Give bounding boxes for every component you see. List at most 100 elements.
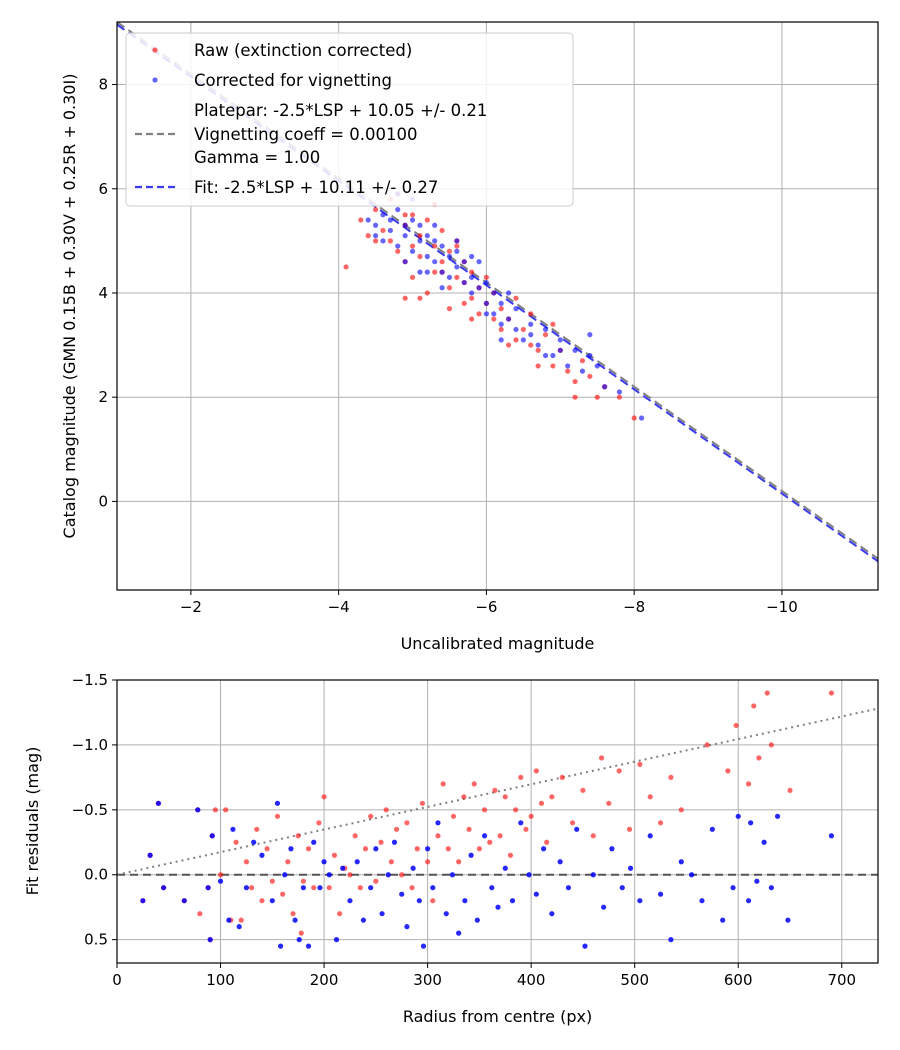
bottom-point-raw [352, 833, 358, 839]
bottom-point-corrected [205, 885, 211, 891]
bottom-point-corrected [347, 898, 353, 904]
bottom-point-corrected [709, 826, 715, 832]
bottom-point-raw [414, 846, 420, 852]
bottom-point-corrected [474, 917, 480, 923]
top-point-corrected [565, 363, 571, 369]
bottom-point-raw [590, 833, 596, 839]
bottom-point-raw [481, 807, 488, 813]
bottom-point-raw [626, 826, 633, 832]
top-point-raw [409, 274, 416, 280]
top-point-corrected [461, 259, 467, 265]
legend-corrected-label: Corrected for vignetting [194, 71, 392, 90]
top-point-corrected [395, 243, 401, 249]
top-point-raw [439, 259, 445, 265]
bottom-chart: 0 100 200 300 400 500 600 700 0.5 0.0 −0.5 −1.0 −1.5… [23, 671, 879, 1026]
top-point-raw [446, 285, 453, 291]
bottom-point-raw [357, 885, 363, 891]
bottom-point-corrected [565, 885, 572, 891]
bottom-point-raw [492, 787, 498, 793]
bottom-point-raw [243, 859, 250, 865]
bottom-point-corrected [230, 826, 236, 832]
top-y-tick-label: 8 [98, 76, 108, 94]
bottom-point-corrected [768, 885, 774, 891]
bottom-point-raw [274, 813, 281, 819]
top-point-raw [365, 233, 371, 239]
bottom-x-tick-label: 0 [112, 971, 122, 989]
bottom-point-raw [476, 846, 482, 852]
bottom-point-corrected [368, 885, 374, 891]
top-point-corrected [513, 326, 519, 333]
bottom-point-corrected [379, 911, 385, 917]
bottom-y-tick-label: −1.0 [72, 736, 108, 754]
bottom-point-raw [393, 826, 400, 832]
bottom-x-tick-label: 300 [413, 971, 442, 989]
legend-platepar-label: Platepar: -2.5*LSP + 10.05 +/- 0.21 [194, 101, 487, 120]
bottom-point-raw [668, 774, 674, 780]
bottom-x-tick-label: 600 [724, 971, 753, 989]
bottom-point-raw [704, 742, 710, 748]
top-x-tick-label: −2 [180, 598, 202, 616]
legend-gamma-label: Gamma = 1.00 [194, 148, 320, 167]
bottom-point-corrected [360, 917, 367, 923]
bottom-point-corrected [590, 872, 596, 878]
top-point-raw [535, 363, 541, 369]
top-point-raw [483, 274, 490, 280]
bottom-point-corrected [140, 898, 146, 904]
top-point-corrected [424, 233, 430, 239]
top-point-raw [461, 300, 467, 306]
bottom-point-corrected [430, 885, 436, 891]
top-point-corrected [469, 274, 475, 280]
bottom-point-raw [544, 839, 550, 845]
top-point-corrected [491, 311, 497, 317]
bottom-point-raw [362, 846, 369, 852]
bottom-point-corrected [720, 917, 726, 923]
top-point-corrected [454, 248, 460, 254]
top-point-corrected [498, 321, 504, 327]
bottom-point-corrected [435, 820, 441, 826]
bottom-point-corrected [647, 833, 653, 839]
bottom-point-corrected [689, 872, 695, 878]
top-point-raw [535, 347, 541, 353]
bottom-point-raw [450, 813, 457, 819]
top-point-corrected [439, 269, 445, 275]
bottom-point-corrected [236, 924, 242, 930]
top-point-raw [594, 394, 600, 400]
bottom-point-corrected [259, 852, 265, 858]
top-point-corrected [424, 269, 430, 275]
bottom-point-raw [298, 930, 304, 936]
bottom-point-raw [347, 872, 353, 878]
bottom-point-corrected [373, 846, 379, 852]
bottom-point-corrected [416, 898, 422, 904]
top-point-raw [498, 326, 504, 333]
bottom-point-raw [248, 885, 255, 891]
bottom-point-raw [523, 826, 529, 832]
top-point-corrected [542, 352, 549, 359]
bottom-point-raw [756, 755, 762, 761]
bottom-point-corrected [147, 852, 153, 858]
bottom-point-raw [440, 781, 446, 787]
bottom-point-corrected [619, 885, 625, 891]
bottom-y-axis-label: Fit residuals (mag) [23, 747, 42, 896]
bottom-point-corrected [425, 846, 431, 852]
bottom-point-raw [404, 820, 410, 826]
bottom-point-raw [745, 781, 752, 787]
bottom-point-raw [828, 690, 835, 696]
top-point-raw [372, 238, 379, 244]
bottom-point-corrected [748, 820, 754, 826]
top-point-corrected [528, 321, 534, 327]
bottom-point-raw [378, 839, 384, 845]
top-point-corrected [402, 259, 408, 265]
top-y-axis-label: Catalog magnitude (GMN 0.15B + 0.30V + 0… [60, 74, 79, 539]
top-point-raw [395, 248, 401, 254]
bottom-point-raw [311, 885, 317, 891]
top-point-corrected [483, 311, 490, 317]
top-x-tick-label: −10 [766, 598, 798, 616]
bottom-x-axis-label: Radius from centre (px) [403, 1007, 592, 1026]
bottom-point-raw [559, 774, 565, 780]
bottom-point-raw [290, 911, 296, 917]
top-point-raw [372, 206, 379, 213]
top-point-raw [513, 337, 519, 343]
top-point-corrected [602, 384, 608, 390]
bottom-point-corrected [209, 833, 215, 839]
bottom-point-raw [337, 911, 343, 917]
